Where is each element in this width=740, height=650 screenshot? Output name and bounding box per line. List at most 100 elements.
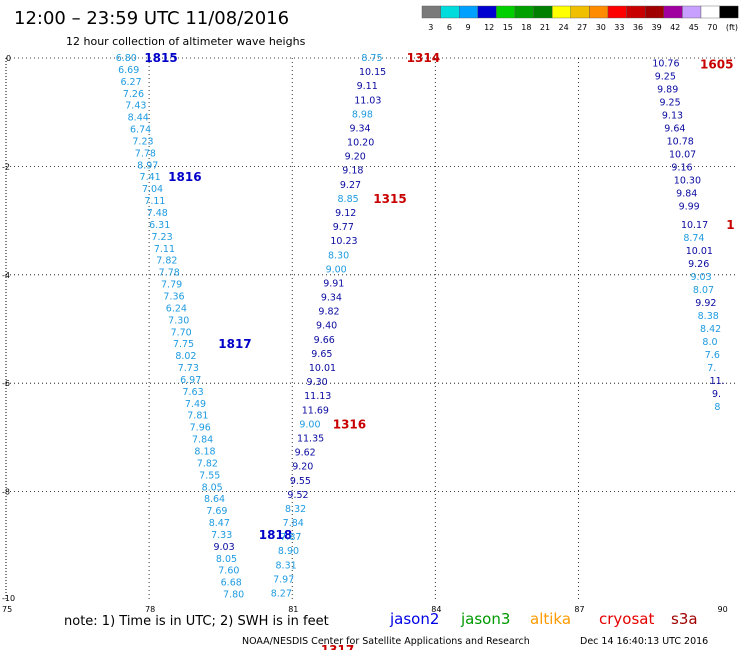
wave-height-value: 7.82 [197, 458, 218, 469]
wave-height-value: 7.36 [163, 291, 184, 302]
units-note: note: 1) Time is in UTC; 2) SWH is in fe… [64, 614, 329, 629]
wave-height-value: 8.85 [338, 194, 359, 205]
legend-swatch [570, 5, 590, 19]
legend-label: 12 [484, 23, 494, 32]
wave-height-value: 8.05 [202, 482, 223, 493]
x-tick-label: 78 [145, 605, 155, 614]
legend-label: 30 [596, 23, 606, 32]
wave-height-value: 9.20 [345, 152, 366, 163]
wave-height-value: 7.84 [192, 435, 213, 446]
wave-height-value: 7.82 [156, 256, 177, 267]
wave-height-value: 7.80 [223, 590, 244, 601]
wave-height-value: 10.07 [669, 149, 696, 160]
wave-height-value: 9.00 [326, 264, 347, 275]
wave-height-value: 6.69 [118, 65, 139, 76]
map-subtitle: 12 hour collection of altimeter wave hei… [66, 35, 306, 48]
wave-height-value: 7.70 [171, 327, 192, 338]
wave-height-value: 8 [714, 402, 720, 413]
legend-label: 15 [503, 23, 513, 32]
hour-marker: 1816 [168, 170, 201, 184]
track-s3a: 8.75 10.15 9.11 11.03 8.98 9.34 10.20 9.20 9.18 9… [271, 51, 440, 650]
wave-height-value: 10.15 [359, 67, 386, 78]
hour-marker: 1815 [144, 51, 177, 65]
wave-height-value: 9.12 [335, 208, 356, 219]
legend-swatch [440, 5, 460, 19]
wave-height-value: 8.31 [276, 560, 297, 571]
hour-marker: 1315 [373, 192, 406, 206]
x-tick-label: 87 [574, 605, 584, 614]
wave-height-value: 7.75 [173, 339, 194, 350]
legend-label: 24 [559, 23, 569, 32]
wave-height-value: 8.44 [128, 113, 149, 124]
wave-height-value: 6.27 [120, 77, 141, 88]
wave-height-value: 7.78 [159, 268, 180, 279]
hour-marker: 1316 [333, 417, 366, 431]
y-tick-label: -10 [2, 594, 15, 603]
wave-height-value: 11.13 [304, 391, 331, 402]
satellite-label-jason3: jason3 [460, 610, 510, 628]
wave-height-value: 8.05 [216, 554, 237, 565]
wave-height-value: 9.77 [333, 222, 354, 233]
wave-height-value: 9.20 [292, 462, 313, 473]
wave-height-value: 8.97 [137, 160, 158, 171]
legend-label: 70 [707, 23, 717, 32]
wave-height-value: 10.01 [686, 246, 713, 257]
legend-label: 18 [521, 23, 531, 32]
wave-height-value: 7.49 [185, 399, 206, 410]
wave-height-value: 9.03 [213, 542, 234, 553]
legend-label: 21 [540, 23, 550, 32]
wave-height-value: 7.69 [206, 506, 227, 517]
wave-height-value: 6.74 [130, 125, 151, 136]
satellite-tracks: 6.806.696.277.267.438.446.747.237.788.97… [116, 51, 735, 650]
wave-height-value: 6.31 [149, 220, 170, 231]
y-tick-label: -2 [2, 162, 10, 171]
wave-height-value: 9.30 [307, 377, 328, 388]
y-tick-label: -8 [2, 488, 10, 497]
wave-height-value: 7.79 [161, 280, 182, 291]
wave-height-value: 11.03 [354, 95, 381, 106]
hour-marker: 1 [726, 218, 734, 232]
wave-height-value: 7.30 [168, 315, 189, 326]
legend-label: 33 [614, 23, 624, 32]
legend-label: (ft) [726, 23, 738, 32]
wave-height-value: 10.30 [674, 175, 701, 186]
legend-label: 42 [670, 23, 680, 32]
grid-lines [5, 57, 738, 600]
wave-height-value: 7.73 [178, 363, 199, 374]
legend-swatch [421, 5, 441, 19]
map-title: 12:00 – 23:59 UTC 11/08/2016 [14, 8, 289, 29]
wave-height-value: 8.64 [204, 494, 225, 505]
legend-swatch [459, 5, 479, 19]
wave-height-value: 9.82 [318, 307, 339, 318]
wave-height-value: 7.63 [182, 387, 203, 398]
wave-height-value: 9.99 [679, 202, 700, 213]
legend-label: 45 [689, 23, 699, 32]
legend-swatch [589, 5, 609, 19]
wave-height-value: 9.16 [671, 162, 692, 173]
wave-height-value: 8.27 [271, 588, 292, 599]
hour-marker: 1317 [321, 643, 354, 650]
wave-height-value: 7.96 [190, 423, 211, 434]
wave-height-value: 8.74 [683, 233, 704, 244]
wave-height-value: 10.01 [309, 363, 336, 374]
wave-height-value: 7.11 [144, 196, 165, 207]
wave-height-value: 7.26 [123, 89, 144, 100]
satellite-legend: jason2 jason3 altika cryosat s3a [389, 610, 698, 628]
wave-height-value: 9.65 [311, 349, 332, 360]
wave-height-value: 9.18 [342, 166, 363, 177]
wave-height-value: 8.38 [698, 311, 719, 322]
x-tick-label: 90 [718, 605, 728, 614]
wave-height-value: 9.13 [662, 110, 683, 121]
color-scale-legend: 3 6 9 12 15 18 21 24 27 30 33 36 39 42 45 70 (ft) [421, 5, 739, 32]
wave-height-value: 7.78 [135, 148, 156, 159]
wave-height-value: 9.25 [659, 97, 680, 108]
legend-swatch [607, 5, 627, 19]
satellite-label-altika: altika [530, 610, 571, 628]
y-tick-label: 0 [6, 54, 11, 63]
wave-height-value: 9.91 [323, 278, 344, 289]
legend-swatch [682, 5, 702, 19]
axis-ticks: 75 78 81 84 87 90 0 -2 -4 -6 -8 -10 [2, 54, 728, 614]
wave-height-value: 7.87 [280, 532, 301, 543]
wave-height-value: 10.78 [667, 136, 694, 147]
